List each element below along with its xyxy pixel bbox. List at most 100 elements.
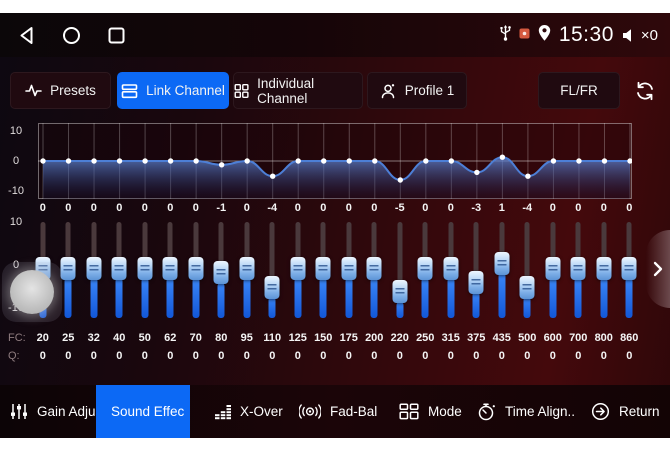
- eq-band-slider[interactable]: [311, 220, 337, 320]
- q-value: 0: [65, 350, 72, 362]
- tab-time-align[interactable]: Time Align..: [477, 385, 575, 438]
- tab-sound-effect[interactable]: Sound Effec: [96, 385, 190, 438]
- eq-curve-point[interactable]: [142, 158, 148, 164]
- eq-slider-handle[interactable]: [239, 256, 255, 280]
- eq-curve-point[interactable]: [448, 158, 455, 164]
- eq-band-slider[interactable]: [107, 220, 133, 320]
- eq-curve-point[interactable]: [91, 158, 97, 164]
- eq-curve-point[interactable]: [40, 158, 46, 164]
- eq-band-slider[interactable]: [413, 220, 439, 320]
- eq-band-slider[interactable]: [183, 220, 209, 320]
- eq-slider-handle[interactable]: [162, 256, 178, 280]
- eq-slider-handle[interactable]: [341, 256, 357, 280]
- eq-slider-handle[interactable]: [519, 275, 535, 299]
- eq-curve-point[interactable]: [193, 158, 199, 164]
- slider-track[interactable]: [269, 222, 275, 318]
- presets-button[interactable]: Presets: [10, 72, 111, 109]
- eq-slider-handle[interactable]: [417, 256, 433, 280]
- eq-slider-handle[interactable]: [264, 275, 280, 299]
- eq-curve-point[interactable]: [525, 173, 531, 179]
- eq-band-slider[interactable]: [234, 220, 260, 320]
- eq-slider-handle[interactable]: [111, 256, 127, 280]
- eq-slider-handle[interactable]: [494, 251, 510, 275]
- home-icon[interactable]: [62, 26, 81, 45]
- channel-pair-button[interactable]: FL/FR: [538, 72, 620, 109]
- eq-curve-point[interactable]: [499, 154, 506, 160]
- eq-band-slider[interactable]: [591, 220, 617, 320]
- fc-value: 700: [569, 332, 588, 344]
- eq-curve-point[interactable]: [218, 162, 225, 168]
- eq-curve-point[interactable]: [474, 169, 480, 176]
- eq-band-slider[interactable]: [515, 220, 541, 320]
- eq-curve-point[interactable]: [116, 158, 123, 164]
- eq-curve-point[interactable]: [244, 158, 250, 164]
- eq-band-slider[interactable]: [285, 220, 311, 320]
- eq-slider-handle[interactable]: [290, 256, 306, 280]
- eq-band-slider[interactable]: [336, 220, 362, 320]
- eq-slider-handle[interactable]: [86, 256, 102, 280]
- eq-curve-point[interactable]: [346, 158, 352, 164]
- eq-band-slider[interactable]: [387, 220, 413, 320]
- tab-fad-bal[interactable]: Fad-Bal: [299, 385, 377, 438]
- eq-slider-handle[interactable]: [60, 256, 76, 280]
- slider-fill: [421, 278, 429, 318]
- eq-curve-point[interactable]: [397, 177, 404, 183]
- eq-band-slider[interactable]: [438, 220, 464, 320]
- eq-band-slider[interactable]: [540, 220, 566, 320]
- floating-knob[interactable]: [2, 262, 62, 322]
- q-label: Q:: [8, 350, 20, 362]
- eq-slider-handle[interactable]: [596, 256, 612, 280]
- eq-slider-handle[interactable]: [443, 256, 459, 280]
- eq-curve-point[interactable]: [576, 158, 582, 164]
- eq-band-slider[interactable]: [260, 220, 286, 320]
- eq-band-slider[interactable]: [617, 220, 643, 320]
- slider-track[interactable]: [473, 222, 479, 318]
- eq-slider-handle[interactable]: [213, 261, 229, 285]
- fc-value: 860: [620, 332, 639, 344]
- eq-band-slider[interactable]: [132, 220, 158, 320]
- eq-band-slider[interactable]: [566, 220, 592, 320]
- eq-gain-value: 0: [243, 202, 250, 214]
- q-value: 0: [192, 350, 199, 362]
- eq-band-slider[interactable]: [81, 220, 107, 320]
- profile-button[interactable]: Profile 1: [367, 72, 467, 109]
- knob-circle[interactable]: [10, 270, 54, 314]
- eq-slider-handle[interactable]: [468, 270, 484, 294]
- eq-curve-point[interactable]: [372, 158, 378, 164]
- tab-mode[interactable]: Mode: [399, 385, 462, 438]
- eq-band-slider[interactable]: [158, 220, 184, 320]
- next-page-handle[interactable]: [646, 230, 670, 308]
- eq-curve-point[interactable]: [321, 158, 327, 164]
- slider-track[interactable]: [524, 222, 530, 318]
- reset-eq-button[interactable]: [630, 76, 660, 106]
- tab-gain-adjust[interactable]: Gain Adjus..: [10, 385, 110, 438]
- tab-x-over[interactable]: X-Over: [214, 385, 283, 438]
- eq-band-slider[interactable]: [464, 220, 490, 320]
- eq-slider-handle[interactable]: [188, 256, 204, 280]
- eq-slider-handle[interactable]: [545, 256, 561, 280]
- back-icon[interactable]: [18, 26, 35, 45]
- eq-curve-point[interactable]: [627, 158, 632, 164]
- eq-curve-point[interactable]: [269, 173, 276, 179]
- eq-curve-point[interactable]: [65, 158, 72, 164]
- eq-band-slider[interactable]: [56, 220, 82, 320]
- link-channel-button[interactable]: Link Channel: [117, 72, 229, 109]
- eq-band-slider[interactable]: [362, 220, 388, 320]
- slider-track[interactable]: [397, 222, 403, 318]
- eq-curve-point[interactable]: [601, 158, 608, 164]
- eq-slider-handle[interactable]: [570, 256, 586, 280]
- individual-channel-button[interactable]: Individual Channel: [233, 72, 363, 109]
- eq-slider-handle[interactable]: [315, 256, 331, 280]
- eq-band-slider[interactable]: [489, 220, 515, 320]
- eq-slider-handle[interactable]: [366, 256, 382, 280]
- eq-curve-point[interactable]: [295, 158, 301, 164]
- recents-icon[interactable]: [108, 27, 125, 44]
- eq-curve-point[interactable]: [423, 158, 429, 164]
- eq-band-slider[interactable]: [209, 220, 235, 320]
- tab-return[interactable]: Return: [591, 385, 660, 438]
- eq-curve-point[interactable]: [550, 158, 557, 164]
- eq-slider-handle[interactable]: [392, 280, 408, 304]
- eq-slider-handle[interactable]: [621, 256, 637, 280]
- eq-curve-point[interactable]: [167, 158, 174, 164]
- eq-slider-handle[interactable]: [137, 256, 153, 280]
